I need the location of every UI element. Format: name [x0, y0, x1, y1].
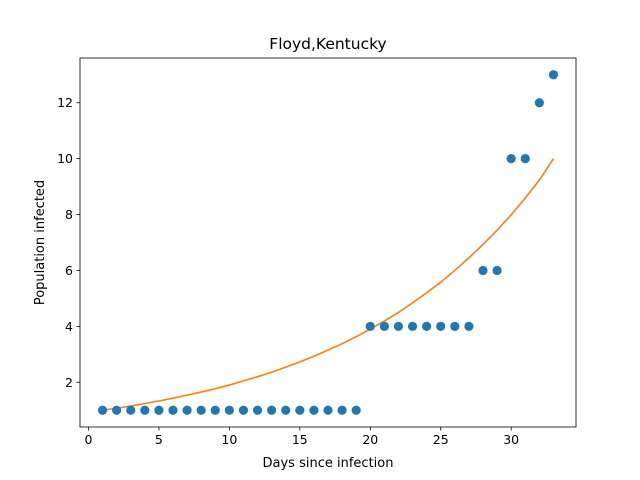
data-point [520, 154, 530, 164]
x-tick-label: 5 [155, 432, 163, 447]
data-point [267, 405, 277, 415]
data-point [295, 405, 305, 415]
data-point [492, 265, 502, 276]
data-point [506, 154, 516, 164]
y-tick-label: 12 [57, 95, 73, 110]
x-tick-label: 0 [84, 432, 92, 447]
data-point [534, 98, 544, 108]
data-point [182, 405, 192, 415]
data-point [337, 405, 347, 415]
fit-line [102, 158, 555, 412]
data-point [238, 405, 249, 415]
y-tick-label: 10 [57, 151, 73, 166]
x-axis: 0 5 10 15 20 25 30 [84, 427, 519, 447]
data-point [379, 321, 389, 331]
data-point [112, 405, 122, 415]
data-point [196, 405, 206, 415]
data-point [464, 321, 474, 331]
data-point [210, 405, 220, 415]
chart-title: Floyd,Kentucky [269, 35, 386, 53]
data-point [323, 405, 333, 415]
x-tick-label: 10 [221, 432, 237, 447]
data-point [168, 405, 178, 415]
data-point [154, 405, 164, 415]
data-point [224, 405, 234, 415]
y-axis: 2 4 6 8 10 12 [57, 95, 80, 390]
data-point [407, 321, 418, 331]
plot-area [97, 70, 559, 415]
x-tick-label: 15 [292, 432, 308, 447]
axes-frame [79, 57, 577, 428]
y-tick-label: 8 [65, 207, 73, 222]
y-axis-label: Population infected [33, 180, 48, 305]
data-point [140, 405, 150, 415]
data-point [252, 405, 263, 415]
data-point [450, 321, 460, 331]
data-point [365, 321, 375, 331]
y-tick-label: 4 [65, 319, 73, 334]
data-point [281, 405, 291, 415]
x-tick-label: 30 [503, 432, 519, 447]
data-point [309, 405, 319, 415]
data-point [351, 405, 361, 415]
data-point [97, 405, 108, 415]
data-point [393, 321, 404, 331]
y-tick-label: 2 [65, 375, 73, 390]
x-axis-label: Days since infection [263, 456, 394, 471]
y-tick-label: 6 [65, 263, 73, 278]
data-point [436, 321, 446, 331]
data-point [126, 405, 136, 415]
x-tick-label: 20 [362, 432, 378, 447]
data-point [422, 321, 432, 331]
x-tick-label: 25 [433, 432, 449, 447]
data-point [548, 70, 559, 80]
data-point [478, 265, 488, 276]
